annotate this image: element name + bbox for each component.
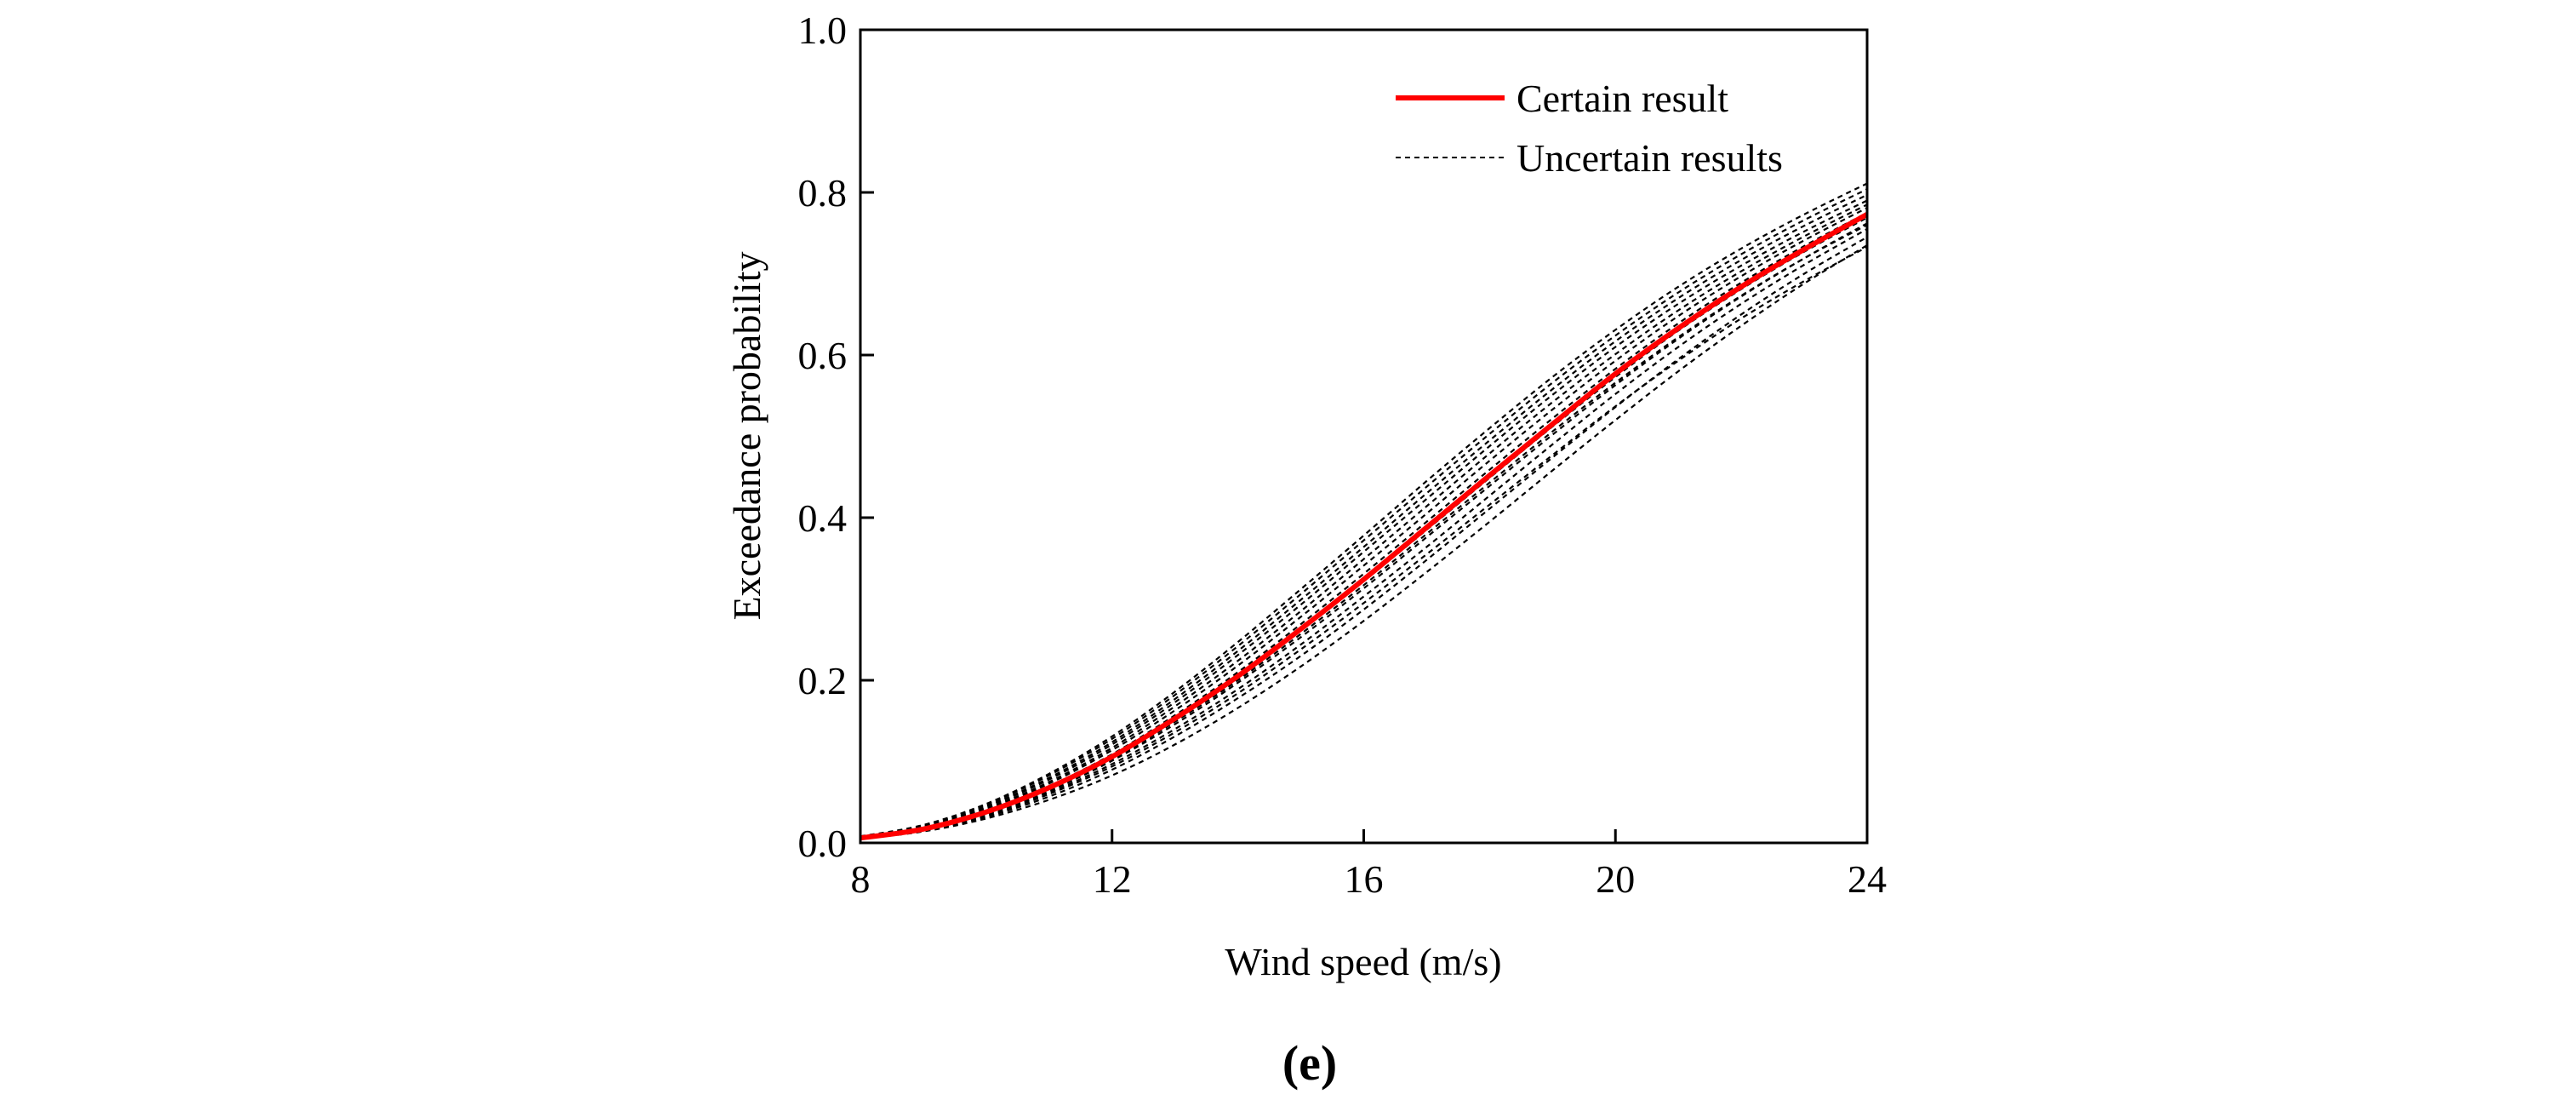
uncertain-result-line-7 — [860, 207, 1868, 839]
certain-result-line — [860, 212, 1869, 841]
uncertain-result-line-6 — [860, 211, 1868, 839]
uncertain-result-line-1 — [860, 244, 1868, 840]
x-tick-label: 24 — [1848, 857, 1887, 901]
y-tick-label: 1.0 — [798, 9, 848, 52]
y-tick-label: 0.2 — [798, 659, 848, 702]
uncertain-result-line-9 — [860, 199, 1868, 839]
y-tick-label: 0.8 — [798, 171, 848, 215]
panel-label: (e) — [1282, 1035, 1337, 1091]
uncertain-result-line-12 — [860, 182, 1868, 838]
uncertain-result-line-13 — [860, 246, 1868, 840]
uncertain-result-line-11 — [860, 188, 1868, 838]
uncertain-result-line-8 — [860, 203, 1868, 839]
x-axis-title: Wind speed (m/s) — [1225, 940, 1501, 983]
legend-label-uncertain: Uncertain results — [1516, 136, 1783, 180]
y-tick-label: 0.4 — [798, 496, 848, 540]
legend: Certain result Uncertain results — [1396, 77, 1783, 180]
uncertain-result-line-5 — [860, 216, 1868, 839]
legend-label-certain: Certain result — [1516, 77, 1728, 120]
x-tick-label: 12 — [1093, 857, 1132, 901]
y-tick-label: 0.0 — [798, 822, 848, 865]
ticks-layer: 8 12 16 20 24 0.0 0.2 0.4 0.6 0.8 1.0 — [798, 9, 1888, 901]
x-tick-label: 8 — [851, 857, 871, 901]
uncertain-result-line-4 — [860, 222, 1868, 839]
curves-layer — [860, 182, 1869, 841]
x-tick-label: 20 — [1596, 857, 1635, 901]
uncertain-result-line-2 — [860, 236, 1868, 840]
uncertain-result-line-3 — [860, 228, 1868, 839]
uncertain-result-line-10 — [860, 193, 1868, 839]
uncertain-result-line-14 — [860, 224, 1868, 839]
x-tick-label: 16 — [1345, 857, 1384, 901]
y-axis-title: Exceedance probability — [725, 252, 768, 621]
y-tick-label: 0.6 — [798, 334, 848, 377]
